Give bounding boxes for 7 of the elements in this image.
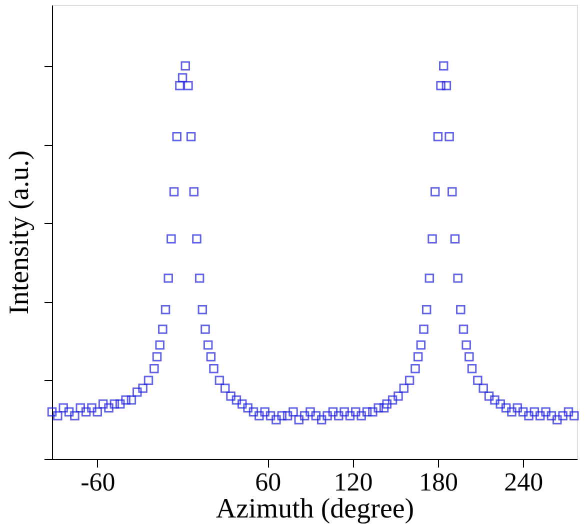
y-axis-title: Intensity (a.u.) bbox=[4, 150, 35, 315]
x-tick-label: 120 bbox=[334, 468, 373, 496]
x-tick-label: -60 bbox=[80, 468, 116, 496]
x-axis-title: Azimuth (degree) bbox=[216, 494, 414, 524]
x-tick-label: 180 bbox=[418, 468, 458, 496]
x-tick-label: 60 bbox=[255, 468, 282, 496]
x-tick-label: 240 bbox=[504, 468, 544, 496]
